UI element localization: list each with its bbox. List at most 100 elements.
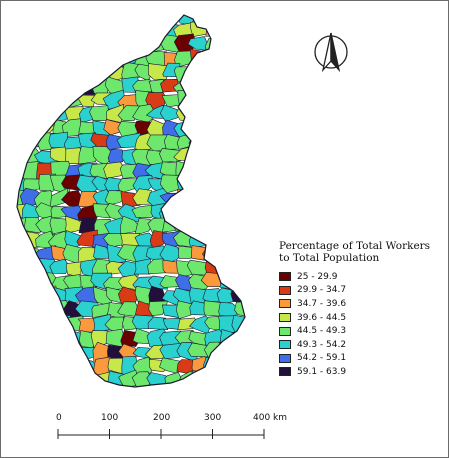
district-polygon bbox=[64, 66, 86, 78]
district-polygon bbox=[244, 272, 245, 288]
district-polygon bbox=[231, 76, 245, 93]
scale-label-100: 100 bbox=[101, 413, 119, 423]
district-polygon bbox=[18, 330, 45, 348]
district-polygon bbox=[91, 20, 111, 39]
district-polygon bbox=[233, 232, 245, 250]
district-polygon bbox=[234, 244, 245, 262]
district-polygon bbox=[78, 50, 98, 66]
legend-swatch bbox=[279, 272, 291, 282]
district-polygon bbox=[160, 15, 182, 22]
district-polygon bbox=[247, 303, 268, 317]
district-polygon bbox=[188, 147, 210, 167]
district-polygon bbox=[17, 289, 29, 306]
district-polygon bbox=[17, 63, 30, 82]
legend-label: 49.3 - 54.2 bbox=[297, 339, 347, 350]
district-polygon bbox=[32, 330, 57, 348]
district-polygon bbox=[18, 48, 42, 66]
legend-item: 39.6 - 44.5 bbox=[279, 311, 447, 325]
district-polygon bbox=[37, 369, 56, 387]
district-polygon bbox=[80, 15, 97, 26]
district-polygon bbox=[204, 135, 226, 151]
district-polygon bbox=[132, 15, 152, 22]
district-polygon bbox=[107, 384, 128, 387]
legend-label: 59.1 - 63.9 bbox=[297, 366, 347, 377]
district-polygon bbox=[202, 48, 223, 66]
district-polygon bbox=[62, 93, 83, 109]
district-polygon bbox=[74, 65, 100, 78]
district-polygon bbox=[188, 204, 211, 221]
legend-swatch bbox=[279, 285, 291, 295]
district-polygon bbox=[35, 15, 58, 27]
district-polygon bbox=[216, 77, 239, 96]
district-polygon bbox=[230, 15, 245, 23]
district-polygon bbox=[178, 385, 196, 387]
district-polygon bbox=[248, 107, 268, 123]
district-polygon bbox=[191, 245, 210, 261]
district-polygon bbox=[33, 304, 59, 320]
district-polygon bbox=[132, 23, 156, 36]
district-polygon bbox=[17, 93, 31, 110]
district-polygon bbox=[32, 65, 57, 79]
legend-item: 34.7 - 39.6 bbox=[279, 297, 447, 311]
district-polygon bbox=[231, 95, 245, 108]
district-polygon bbox=[36, 23, 56, 39]
district-polygon bbox=[244, 61, 245, 80]
district-polygon bbox=[107, 149, 126, 165]
district-polygon bbox=[230, 119, 245, 136]
district-polygon bbox=[242, 134, 245, 150]
district-polygon bbox=[135, 385, 155, 387]
district-polygon bbox=[17, 131, 32, 153]
district-polygon bbox=[17, 231, 29, 248]
district-polygon bbox=[17, 20, 28, 39]
district-polygon bbox=[219, 91, 240, 108]
district-polygon bbox=[35, 385, 58, 387]
district-polygon bbox=[35, 90, 56, 110]
north-arrow-icon bbox=[314, 32, 348, 73]
district-polygon bbox=[233, 259, 245, 276]
district-polygon bbox=[19, 117, 43, 136]
district-polygon bbox=[204, 232, 223, 247]
district-polygon bbox=[17, 246, 27, 265]
district-polygon bbox=[159, 104, 185, 122]
district-polygon bbox=[233, 34, 245, 51]
district-polygon bbox=[49, 258, 71, 274]
legend-item: 29.9 - 34.7 bbox=[279, 284, 447, 298]
district-polygon bbox=[247, 189, 268, 206]
district-polygon bbox=[231, 147, 245, 166]
district-polygon bbox=[78, 374, 98, 387]
district-polygon bbox=[230, 288, 245, 305]
district-polygon bbox=[117, 37, 140, 53]
district-polygon bbox=[215, 146, 240, 166]
district-polygon bbox=[35, 75, 59, 93]
district-polygon bbox=[107, 34, 125, 53]
district-polygon bbox=[219, 202, 238, 218]
district-polygon bbox=[49, 62, 69, 79]
district-polygon bbox=[248, 216, 268, 235]
district-polygon bbox=[17, 356, 27, 376]
district-polygon bbox=[186, 386, 212, 387]
district-polygon bbox=[92, 36, 112, 55]
district-polygon bbox=[133, 258, 152, 275]
legend: Percentage of Total Workers to Total Pop… bbox=[279, 240, 447, 379]
district-polygon bbox=[75, 34, 97, 53]
district-polygon bbox=[247, 344, 263, 362]
district-polygon bbox=[246, 7, 264, 23]
district-polygon bbox=[63, 21, 83, 40]
scale-label-300: 300 bbox=[204, 413, 222, 423]
district-polygon bbox=[173, 205, 196, 219]
district-polygon bbox=[131, 35, 154, 54]
district-polygon bbox=[178, 370, 198, 387]
district-polygon bbox=[21, 15, 41, 27]
district-polygon bbox=[232, 356, 245, 376]
district-polygon bbox=[205, 162, 225, 178]
district-polygon bbox=[47, 356, 74, 375]
district-polygon bbox=[215, 159, 239, 180]
district-polygon bbox=[46, 328, 71, 346]
legend-title: Percentage of Total Workers to Total Pop… bbox=[279, 240, 447, 264]
district-polygon bbox=[21, 21, 44, 40]
district-polygon bbox=[220, 132, 241, 150]
district-polygon bbox=[217, 262, 240, 276]
district-polygon bbox=[134, 217, 153, 236]
district-polygon bbox=[75, 383, 98, 387]
